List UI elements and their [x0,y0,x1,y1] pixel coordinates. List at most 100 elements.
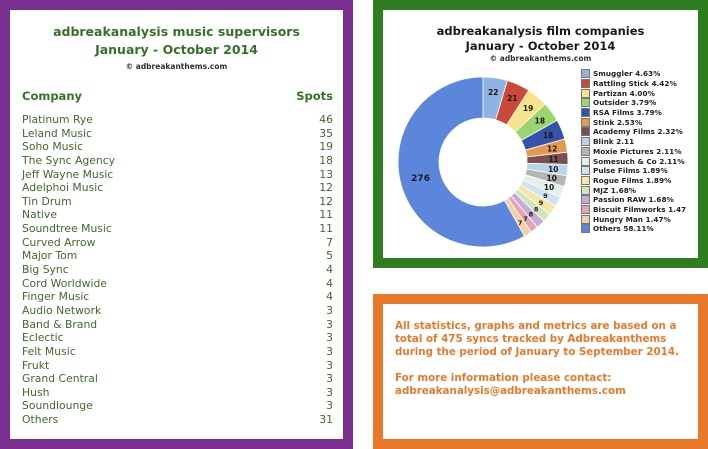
film-companies-panel: adbreakanalysis film companies January -… [373,0,708,268]
legend-item: Outsider 3.79% [581,98,708,108]
legend-label: Rogue Films 1.89% [593,175,672,185]
column-header-company: Company [22,89,82,103]
info-contact-note: For more information please contact: adb… [395,372,626,397]
slice-data-label: 9 [543,192,548,200]
table-row: Frukt 3 [22,359,333,373]
legend-label: Hungry Man 1.47% [593,214,671,224]
company-name: Felt Music [22,344,76,358]
legend-item: Moxie Pictures 2.11% [581,146,708,157]
slice-data-label: 7 [523,215,528,223]
legend-label: Academy Films 2.32% [593,127,683,137]
company-name: Grand Central [22,372,98,386]
spots-count: 4 [326,290,333,304]
company-name: Jeff Wayne Music [22,167,114,181]
table-row: Leland Music 35 [22,127,333,141]
table-row: Soho Music 19 [22,140,333,154]
slice-data-label: 12 [547,144,557,153]
legend-item: Rattling Stick 4.42% [581,79,708,89]
spots-count: 3 [326,358,333,372]
company-name: Soho Music [22,140,84,154]
spots-count: 18 [319,153,333,167]
table-row: The Sync Agency 18 [22,154,333,168]
legend-swatch [581,146,590,156]
spots-count: 4 [326,276,333,290]
music-supervisors-subtitle: January - October 2014 [95,42,258,57]
music-supervisors-panel: adbreakanalysis music supervisors Januar… [0,0,353,449]
legend-label: RSA Films 3.79% [593,108,662,118]
slice-data-label: 10 [546,174,556,183]
legend-item: Pulse Films 1.89% [581,166,708,176]
slice-data-label: 10 [544,183,554,192]
table-row: Soundtree Music 11 [22,222,333,236]
company-name: Native [22,208,57,222]
spots-count: 12 [319,194,333,208]
spots-count: 11 [319,222,333,236]
music-supervisors-url: © adbreakanthems.com [125,62,228,71]
table-row: Tin Drum 12 [22,195,333,209]
legend-label: Partizan 4.00% [593,88,655,98]
legend-label: Blink 2.11 [593,137,635,147]
legend-label: Outsider 3.79% [593,98,657,108]
spots-count: 3 [326,399,333,413]
spots-count: 12 [319,181,333,195]
legend-label: Others 58.11% [593,224,654,234]
spots-count: 7 [326,235,333,249]
legend-label: MJZ 1.68% [593,185,637,195]
column-header-spots: Spots [296,89,333,103]
table-row: Audio Network 3 [22,304,333,318]
legend-item: Biscuit Filmworks 1.47 [581,204,708,215]
company-name: Soundlounge [22,399,93,413]
company-name: Leland Music [22,126,92,140]
company-name: Major Tom [22,249,78,263]
company-name: Tin Drum [22,194,72,208]
legend-swatch [581,137,590,147]
table-row: Others 31 [22,413,333,427]
company-name: Hush [22,385,50,399]
legend-item: Passion RAW 1.68% [581,195,708,205]
company-name: Adelphoi Music [22,181,104,195]
company-name: Curved Arrow [22,235,96,249]
legend-swatch [581,108,590,118]
table-row: Band & Brand 3 [22,318,333,332]
info-text: All statistics, graphs and metrics are b… [395,320,688,411]
spots-count: 3 [326,317,333,331]
legend-item: Others 58.11% [581,224,708,234]
company-name: Big Sync [22,263,69,277]
spots-count: 5 [326,249,333,263]
legend-item: Academy Films 2.32% [581,127,708,137]
spots-count: 3 [326,344,333,358]
legend-label: Moxie Pictures 2.11% [593,146,682,156]
supervisor-table: Platinum Rye 46 Leland Music 35 Soho Music 19… [22,113,333,427]
company-name: Soundtree Music [22,222,112,236]
slice-data-label: 18 [543,131,553,140]
slice-data-label: 19 [523,104,533,113]
slice-data-label: 21 [507,94,517,103]
legend-swatch [581,185,590,195]
chart-subtitle: January - October 2014 [465,39,616,53]
legend-swatch [581,175,590,185]
legend-swatch [581,98,590,108]
spots-count: 3 [326,372,333,386]
spots-count: 31 [319,413,333,427]
legend-item: Smuggler 4.63% [581,69,708,79]
legend-label: Stink 2.53% [593,117,643,127]
spots-count: 3 [326,303,333,317]
legend-label: Biscuit Filmworks 1.47 [593,204,687,214]
company-name: Others [22,413,59,427]
table-row: Native 11 [22,208,333,222]
legend-swatch [581,156,590,166]
table-row: Platinum Rye 46 [22,113,333,127]
spots-count: 11 [319,208,333,222]
legend-swatch [581,166,590,176]
legend-item: RSA Films 3.79% [581,108,708,118]
spots-count: 3 [326,331,333,345]
table-row: Adelphoi Music 12 [22,181,333,195]
legend-swatch [581,69,590,79]
legend-swatch [581,88,590,98]
slice-data-label: 276 [411,174,430,184]
company-name: Band & Brand [22,317,98,331]
slice-data-label: 9 [539,199,544,207]
legend-swatch [581,214,590,224]
company-name: Frukt [22,358,50,372]
legend-item: Somesuch & Co 2.11% [581,156,708,166]
